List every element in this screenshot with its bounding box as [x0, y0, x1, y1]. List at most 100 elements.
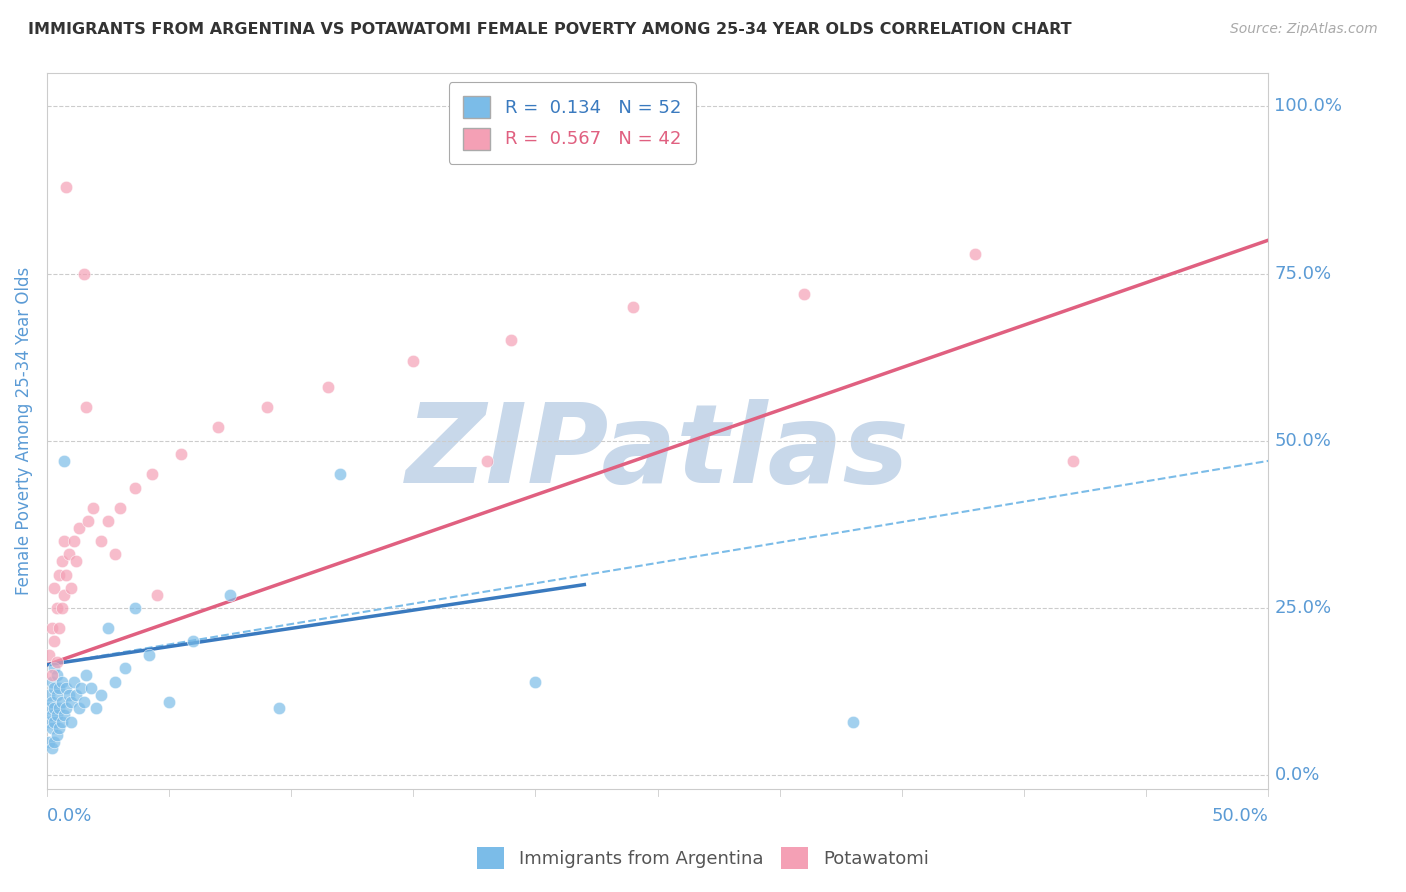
Point	[207, 420, 229, 434]
Point	[41, 621, 63, 635]
Point	[44, 714, 66, 729]
Point	[62, 674, 84, 689]
Point	[60, 714, 83, 729]
Point	[67, 701, 90, 715]
Point	[124, 481, 146, 495]
Point	[72, 695, 94, 709]
Point	[146, 588, 169, 602]
Point	[842, 714, 865, 729]
Point	[104, 674, 127, 689]
Point	[45, 601, 67, 615]
Text: 25.0%: 25.0%	[1274, 599, 1331, 617]
Text: 0.0%: 0.0%	[46, 806, 93, 825]
Point	[45, 668, 67, 682]
Point	[138, 648, 160, 662]
Point	[41, 674, 63, 689]
Text: 0.0%: 0.0%	[1274, 766, 1320, 784]
Point	[53, 534, 76, 549]
Point	[124, 601, 146, 615]
Point	[48, 681, 70, 696]
Point	[55, 179, 77, 194]
Point	[256, 401, 278, 415]
Point	[44, 634, 66, 648]
Point	[82, 500, 104, 515]
Point	[65, 688, 87, 702]
Point	[45, 728, 67, 742]
Point	[53, 454, 76, 468]
Point	[55, 681, 77, 696]
Point	[41, 722, 63, 736]
Point	[38, 688, 60, 702]
Point	[38, 648, 60, 662]
Point	[75, 401, 97, 415]
Point	[65, 554, 87, 568]
Point	[48, 567, 70, 582]
Text: Source: ZipAtlas.com: Source: ZipAtlas.com	[1230, 22, 1378, 37]
Point	[41, 741, 63, 756]
Point	[183, 634, 205, 648]
Point	[55, 567, 77, 582]
Point	[41, 668, 63, 682]
Point	[53, 708, 76, 723]
Point	[51, 601, 73, 615]
Point	[58, 688, 80, 702]
Point	[90, 688, 112, 702]
Legend: R =  0.134   N = 52, R =  0.567   N = 42: R = 0.134 N = 52, R = 0.567 N = 42	[449, 82, 696, 164]
Point	[60, 695, 83, 709]
Point	[51, 714, 73, 729]
Point	[84, 701, 107, 715]
Point	[70, 681, 93, 696]
Point	[141, 467, 163, 482]
Point	[62, 534, 84, 549]
Point	[51, 674, 73, 689]
Point	[80, 681, 103, 696]
Point	[108, 500, 131, 515]
Point	[97, 514, 120, 528]
Point	[267, 701, 290, 715]
Point	[45, 688, 67, 702]
Point	[316, 380, 339, 394]
Point	[48, 621, 70, 635]
Point	[44, 661, 66, 675]
Point	[44, 701, 66, 715]
Point	[75, 668, 97, 682]
Point	[38, 714, 60, 729]
Point	[621, 300, 644, 314]
Point	[72, 267, 94, 281]
Point	[499, 334, 522, 348]
Point	[41, 708, 63, 723]
Point	[97, 621, 120, 635]
Point	[44, 581, 66, 595]
Point	[157, 695, 180, 709]
Point	[524, 674, 547, 689]
Point	[1062, 454, 1084, 468]
Point	[77, 514, 100, 528]
Point	[41, 695, 63, 709]
Point	[55, 701, 77, 715]
Point	[44, 681, 66, 696]
Y-axis label: Female Poverty Among 25-34 Year Olds: Female Poverty Among 25-34 Year Olds	[15, 267, 32, 595]
Legend: Immigrants from Argentina, Potawatomi: Immigrants from Argentina, Potawatomi	[468, 838, 938, 879]
Point	[475, 454, 498, 468]
Point	[48, 722, 70, 736]
Point	[45, 708, 67, 723]
Point	[219, 588, 242, 602]
Point	[38, 701, 60, 715]
Point	[51, 695, 73, 709]
Point	[48, 701, 70, 715]
Point	[45, 655, 67, 669]
Point	[965, 246, 987, 260]
Point	[90, 534, 112, 549]
Text: 50.0%: 50.0%	[1212, 806, 1268, 825]
Point	[402, 353, 425, 368]
Point	[38, 735, 60, 749]
Point	[170, 447, 193, 461]
Point	[58, 548, 80, 562]
Point	[60, 581, 83, 595]
Text: 50.0%: 50.0%	[1274, 432, 1331, 450]
Point	[44, 735, 66, 749]
Point	[53, 588, 76, 602]
Point	[114, 661, 136, 675]
Text: 100.0%: 100.0%	[1274, 97, 1343, 115]
Point	[329, 467, 352, 482]
